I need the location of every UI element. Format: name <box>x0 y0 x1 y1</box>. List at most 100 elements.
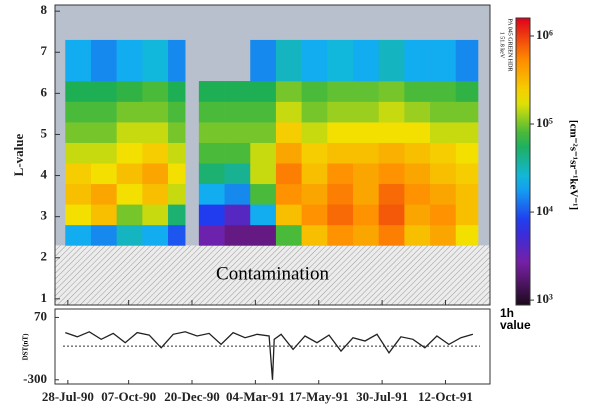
heatmap-cell <box>430 101 457 123</box>
heatmap-cell <box>168 39 186 82</box>
heatmap-cell <box>378 183 405 205</box>
y-tick-label: 7 <box>41 43 48 58</box>
heatmap-cell <box>65 101 92 123</box>
heatmap-cell <box>378 204 405 226</box>
y-tick-label: 2 <box>41 249 48 264</box>
heatmap-cell <box>90 81 117 102</box>
heatmap-cell <box>250 224 277 246</box>
heatmap-cell <box>142 204 169 226</box>
contamination-region <box>55 245 490 305</box>
dst-axis-title: DST(nT) <box>22 333 30 361</box>
heatmap-cell <box>404 101 431 123</box>
heatmap-cell <box>275 163 302 185</box>
heatmap-cell <box>65 183 92 205</box>
heatmap-cell <box>198 101 225 123</box>
heatmap-cell <box>116 183 143 205</box>
heatmap-cell <box>327 101 354 123</box>
heatmap-cell <box>275 204 302 226</box>
heatmap-cell <box>301 81 328 102</box>
heatmap-cell <box>65 81 92 102</box>
heatmap-cell <box>455 122 479 143</box>
plot-frame <box>54 4 491 306</box>
heatmap-cell <box>378 122 405 143</box>
colorbar-tick-label: 10⁴ <box>536 203 553 218</box>
heatmap-cell <box>116 101 143 123</box>
heatmap-cell <box>90 224 117 246</box>
colorbar-tick-label: 10³ <box>536 291 553 306</box>
heatmap-cell <box>116 224 143 246</box>
annotation: Contamination <box>216 264 329 285</box>
heatmap-cell <box>455 224 479 246</box>
heatmap-cell <box>142 224 169 246</box>
heatmap-cell <box>116 122 143 143</box>
heatmap-cell <box>142 39 169 82</box>
heatmap-cell <box>198 81 225 102</box>
heatmap-cell <box>430 224 457 246</box>
heatmap-cell <box>327 142 354 164</box>
heatmap-cell <box>168 163 186 185</box>
heatmap-cell <box>352 163 379 185</box>
heatmap-cell <box>275 183 302 205</box>
heatmap-cell <box>65 163 92 185</box>
heatmap-cell <box>142 142 169 164</box>
heatmap-cell <box>352 142 379 164</box>
heatmap-cell <box>455 204 479 226</box>
heatmap-cell <box>90 183 117 205</box>
heatmap-cell <box>168 142 186 164</box>
heatmap-cell <box>116 142 143 164</box>
heatmap-cell <box>352 101 379 123</box>
heatmap-cell <box>116 204 143 226</box>
heatmap-cell <box>352 183 379 205</box>
colorbar <box>515 17 531 306</box>
heatmap-cell <box>301 183 328 205</box>
y-tick-label: 70 <box>34 308 47 323</box>
heatmap-cell <box>378 224 405 246</box>
y-tick-label: 3 <box>41 208 48 223</box>
heatmap-cell <box>224 122 251 143</box>
heatmap-cell <box>352 81 379 102</box>
heatmap-cell <box>198 183 225 205</box>
x-tick-label: 28-Jul-90 <box>42 389 94 404</box>
heatmap-cell <box>90 122 117 143</box>
heatmap-cell <box>404 183 431 205</box>
heatmap-cell <box>116 163 143 185</box>
heatmap-cell <box>168 183 186 205</box>
heatmap-cell <box>455 142 479 164</box>
heatmap-cell <box>168 224 186 246</box>
heatmap-cell <box>455 183 479 205</box>
heatmap-cell <box>430 81 457 102</box>
heatmap-cell <box>352 122 379 143</box>
heatmap-cell <box>378 142 405 164</box>
heatmap-cell <box>168 101 186 123</box>
heatmap-cell <box>90 39 117 82</box>
heatmap-cell <box>404 39 431 82</box>
heatmap-cell <box>142 101 169 123</box>
heatmap-cell <box>198 204 225 226</box>
side-label: 1 51.8 keV <box>499 32 505 59</box>
x-tick-label: 12-Oct-91 <box>418 389 473 404</box>
x-tick-label: 04-Mar-91 <box>226 389 285 404</box>
heatmap-cell <box>198 224 225 246</box>
heatmap-cell <box>352 204 379 226</box>
heatmap-cell <box>250 122 277 143</box>
colorbar-tick-label: 10⁵ <box>536 115 553 130</box>
dst-note: 1h <box>500 306 514 320</box>
side-label: PA 045 GREEN HDR <box>507 19 513 72</box>
heatmap-cell <box>65 204 92 226</box>
heatmap-cell <box>142 163 169 185</box>
heatmap-cell <box>250 183 277 205</box>
heatmap-cell <box>65 142 92 164</box>
heatmap-cell <box>301 204 328 226</box>
heatmap-cell <box>430 142 457 164</box>
heatmap-cell <box>90 101 117 123</box>
heatmap-cell <box>327 183 354 205</box>
colorbar-title: [cm⁻²s⁻¹sr⁻¹keV⁻¹] <box>567 120 579 210</box>
heatmap-cell <box>250 39 277 82</box>
heatmap-cell <box>352 224 379 246</box>
heatmap-cell <box>301 122 328 143</box>
x-tick-label: 30-Jul-91 <box>356 389 408 404</box>
heatmap-cell <box>275 142 302 164</box>
dst-note: value <box>500 318 531 332</box>
heatmap-cell <box>275 39 302 82</box>
